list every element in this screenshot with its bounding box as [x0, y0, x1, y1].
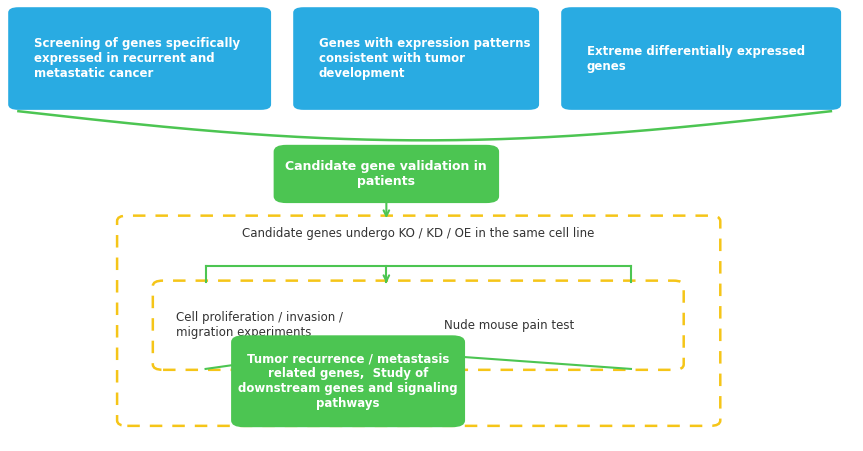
Text: Extreme differentially expressed
genes: Extreme differentially expressed genes	[587, 45, 805, 73]
Text: Candidate genes undergo KO / KD / OE in the same cell line: Candidate genes undergo KO / KD / OE in …	[243, 227, 595, 240]
Text: Nude mouse pain test: Nude mouse pain test	[444, 318, 574, 331]
FancyBboxPatch shape	[274, 145, 499, 203]
Text: Candidate gene validation in
patients: Candidate gene validation in patients	[286, 160, 488, 188]
FancyBboxPatch shape	[561, 7, 841, 110]
Text: Cell proliferation / invasion /
migration experiments: Cell proliferation / invasion / migratio…	[176, 311, 343, 339]
Text: Genes with expression patterns
consistent with tumor
development: Genes with expression patterns consisten…	[318, 37, 530, 80]
FancyBboxPatch shape	[231, 335, 465, 427]
Text: Screening of genes specifically
expressed in recurrent and
metastatic cancer: Screening of genes specifically expresse…	[34, 37, 240, 80]
Text: Tumor recurrence / metastasis
related genes,  Study of
downstream genes and sign: Tumor recurrence / metastasis related ge…	[238, 352, 458, 410]
FancyBboxPatch shape	[8, 7, 271, 110]
FancyBboxPatch shape	[293, 7, 539, 110]
